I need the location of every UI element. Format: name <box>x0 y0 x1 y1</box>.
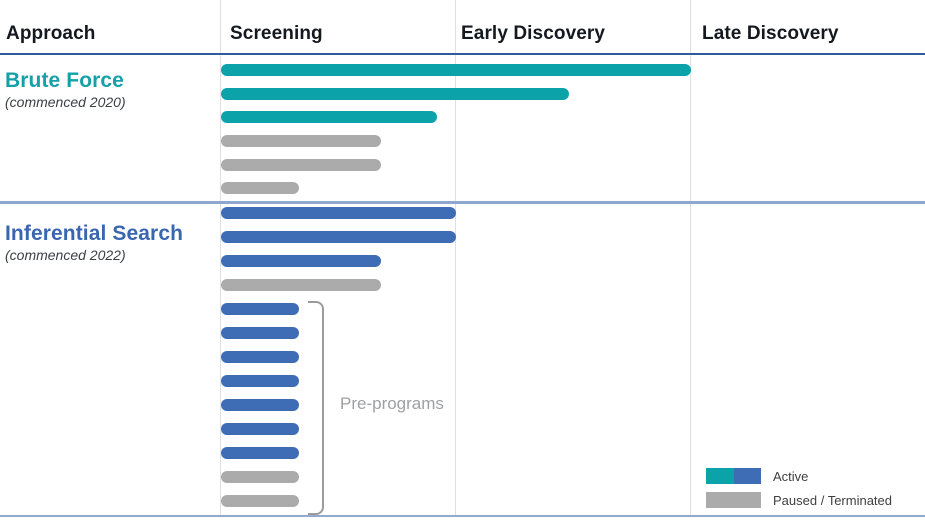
legend-row-active: Active <box>706 468 892 484</box>
program-bar-paused-pre-program <box>221 471 299 483</box>
legend-row-paused: Paused / Terminated <box>706 492 892 508</box>
bar-group-inferential-search <box>221 207 456 507</box>
legend-label-active: Active <box>773 468 809 484</box>
section-subtitle-inferential-search: (commenced 2022) <box>5 247 126 263</box>
legend: Active Paused / Terminated <box>706 468 892 508</box>
program-bar-active <box>221 87 569 100</box>
legend-color-segment <box>733 468 761 484</box>
legend-label-paused: Paused / Terminated <box>773 492 892 508</box>
section-divider <box>0 201 925 204</box>
program-bar-paused-pre-program <box>221 495 299 507</box>
section-title-inferential-search: Inferential Search <box>5 222 184 245</box>
bottom-border <box>0 515 925 517</box>
column-divider-screening <box>220 0 221 517</box>
program-bar-paused <box>221 158 381 171</box>
column-divider-early-discovery <box>455 0 456 517</box>
program-bar-paused <box>221 135 381 148</box>
program-bar-active-pre-program <box>221 327 299 339</box>
column-divider-late-discovery <box>690 0 691 517</box>
program-bar-active-pre-program <box>221 375 299 387</box>
program-bar-paused <box>221 182 299 195</box>
program-bar-active <box>221 255 381 267</box>
section-subtitle-brute-force: (commenced 2020) <box>5 94 126 110</box>
header-underline <box>0 53 925 55</box>
program-bar-active-pre-program <box>221 423 299 435</box>
legend-swatch-paused <box>706 492 761 508</box>
program-bar-active <box>221 111 437 124</box>
program-bar-active-pre-program <box>221 351 299 363</box>
legend-color-segment <box>706 468 734 484</box>
column-header-screening: Screening <box>230 23 323 44</box>
legend-color-segment <box>706 492 761 508</box>
column-header-approach: Approach <box>6 23 96 44</box>
program-bar-active <box>221 64 691 76</box>
program-bar-active-pre-program <box>221 303 299 315</box>
program-bar-active <box>221 231 456 243</box>
column-header-early-discovery: Early Discovery <box>461 23 606 44</box>
program-bar-active <box>221 207 456 219</box>
pre-programs-bracket <box>308 301 324 515</box>
legend-swatch-active <box>706 468 761 484</box>
pre-programs-label: Pre-programs <box>340 394 444 413</box>
program-bar-active-pre-program <box>221 399 299 411</box>
column-header-late-discovery: Late Discovery <box>702 23 839 44</box>
section-title-brute-force: Brute Force <box>5 69 124 92</box>
bar-group-brute-force <box>221 64 691 195</box>
program-bar-paused <box>221 279 381 291</box>
program-bar-active-pre-program <box>221 447 299 459</box>
